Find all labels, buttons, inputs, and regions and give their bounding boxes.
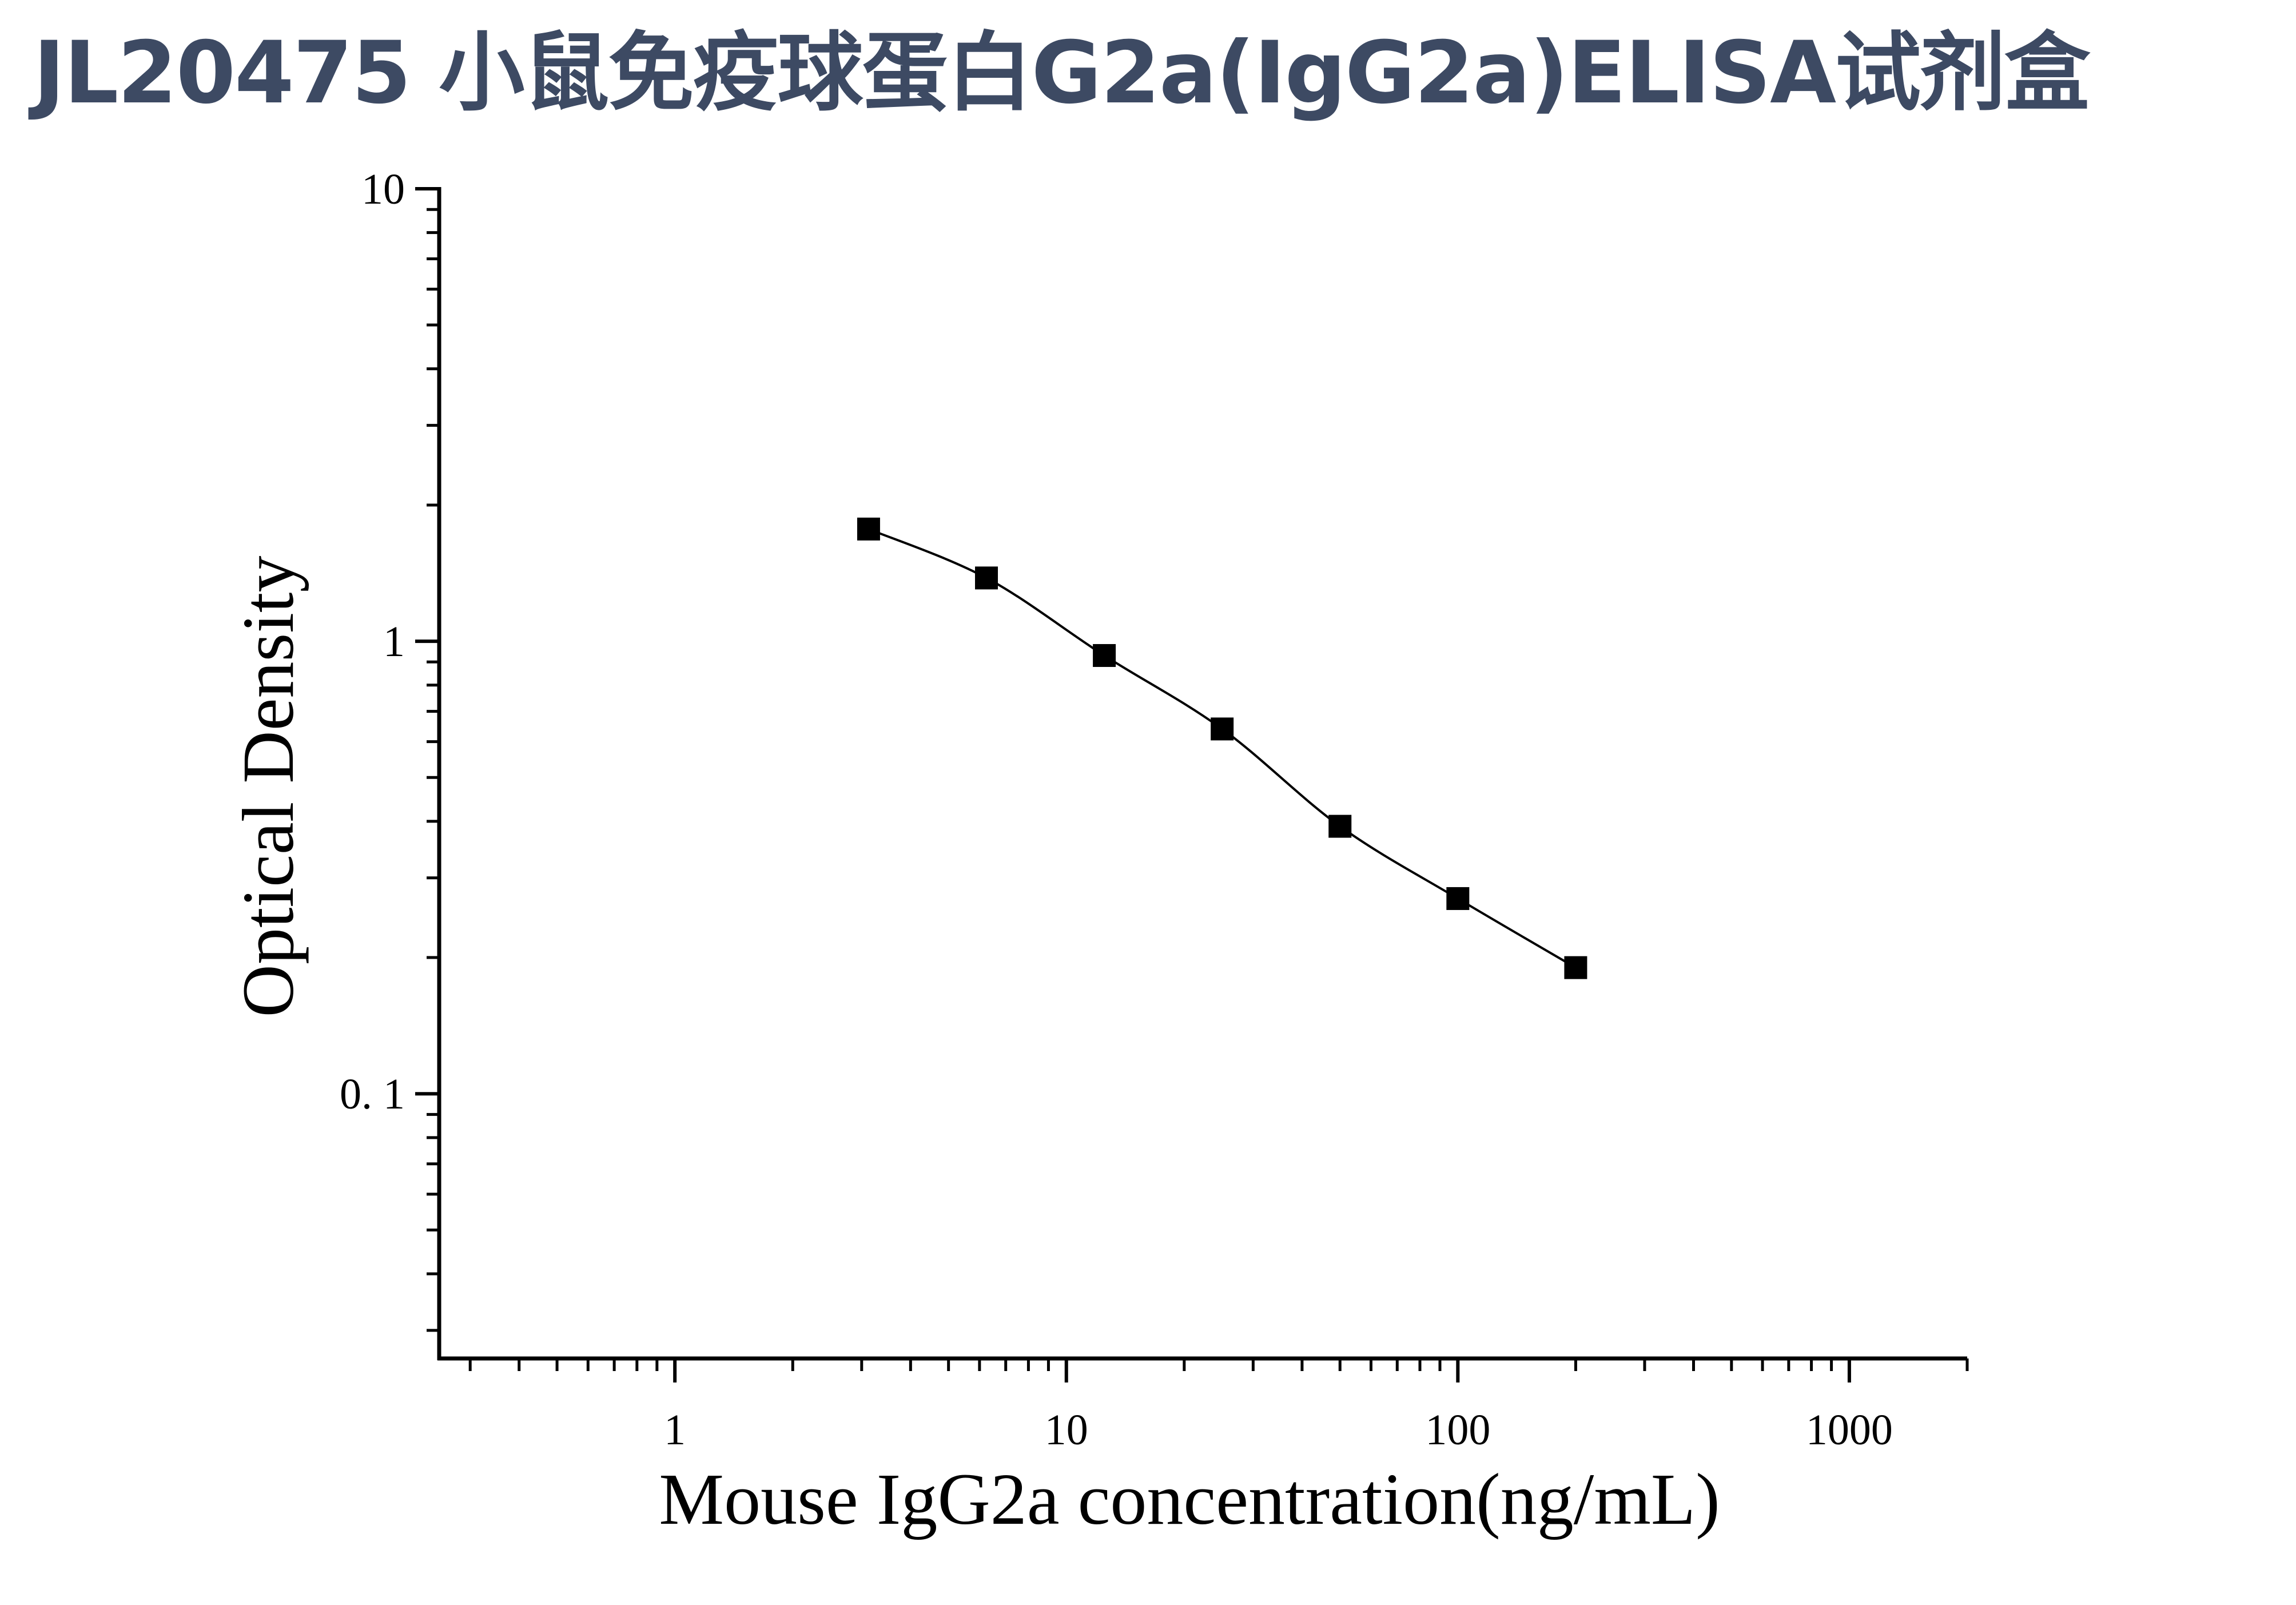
y-tick-label: 10	[361, 165, 405, 213]
data-point	[975, 566, 998, 590]
y-tick-label: 0. 1	[340, 1070, 405, 1118]
data-point	[1093, 644, 1116, 668]
y-tick-label: 1	[383, 618, 405, 666]
data-points	[857, 517, 1587, 979]
data-point	[1446, 887, 1470, 910]
page-title: JL20475 小鼠免疫球蛋白G2a(IgG2a)ELISA试剂盒	[33, 23, 2090, 123]
x-tick-label: 1	[664, 1406, 686, 1454]
data-point	[1564, 956, 1587, 979]
x-tick-label: 10	[1045, 1406, 1088, 1454]
y-axis-title: Optical Density	[228, 556, 309, 1018]
x-axis-title: Mouse IgG2a concentration(ng/mL)	[659, 1459, 1720, 1540]
data-point	[1211, 717, 1234, 741]
tick-labels: 1 10 100 1000 0. 1 1 10	[340, 165, 1893, 1454]
fit-curve-layer	[868, 528, 1577, 969]
axes	[415, 187, 1969, 1382]
x-tick-label: 1000	[1806, 1406, 1893, 1454]
fit-curve	[868, 528, 1577, 969]
x-tick-label: 100	[1425, 1406, 1490, 1454]
data-point	[1328, 815, 1352, 838]
data-point	[857, 517, 880, 541]
